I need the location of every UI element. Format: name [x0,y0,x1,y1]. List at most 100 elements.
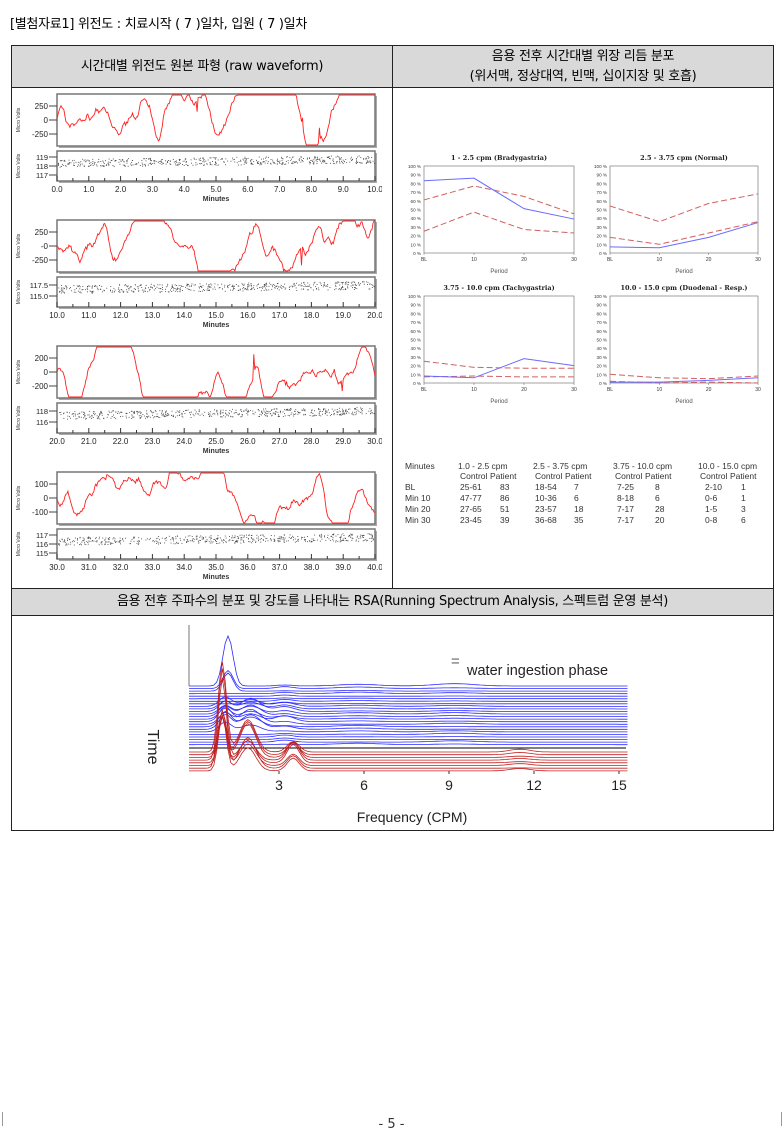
baseline-dot [321,162,323,164]
baseline-dot [231,535,233,537]
baseline-dot [316,288,318,290]
baseline-dot [335,535,337,537]
baseline-dot [106,164,107,166]
baseline-dot [91,287,93,289]
baseline-dot [157,284,159,286]
baseline-dot [260,162,262,164]
baseline-dot [229,539,231,541]
rhythm-line-charts: 1 - 2.5 cpm (Bradygastria)0 %10 %20 %30 … [408,154,761,405]
rsa-pre-trace [189,668,628,761]
baseline-dot [126,162,128,164]
baseline-dot [206,540,208,542]
baseline-dot [312,163,314,164]
baseline-dot [347,540,349,542]
baseline-dot [237,289,239,291]
baseline-dot [112,410,114,412]
baseline-dot [117,541,119,543]
baseline-dot [373,538,374,540]
signal-plot-box [56,219,376,273]
baseline-dot [190,159,192,161]
baseline-dot [222,158,223,160]
y-tick-label: 0 % [599,381,607,386]
y-tick-label: -250 [32,256,49,265]
baseline-dot [187,539,188,541]
y-tick-label: 100 % [408,164,421,169]
y-tick-label: 0 [44,116,49,125]
x-tick-label: 6.0 [242,185,254,194]
x-axis-label: Frequency (CPM) [357,809,467,825]
baseline-dot [235,540,236,542]
baseline-dot [89,162,90,164]
baseline-dot [356,536,358,538]
baseline-dot [217,412,219,414]
baseline-dot [369,283,371,285]
baseline-dot [322,161,323,163]
baseline-dot [139,284,141,286]
baseline-dot [349,535,351,537]
baseline-dot [88,536,90,538]
baseline-dot [237,540,239,542]
baseline-dot [327,284,329,285]
table-header: 2.5 - 3.75 cpm [533,461,588,471]
baseline-dot [355,540,357,542]
baseline-dot [178,161,180,163]
baseline-dot [82,286,84,287]
baseline-dot [232,540,234,541]
control-range-line [423,211,575,234]
baseline-dot [62,289,64,291]
baseline-dot [176,535,178,537]
baseline-dot [161,410,163,412]
baseline-dot [126,160,128,162]
y-tick-label: 10 % [597,372,607,377]
baseline-dot [193,415,195,417]
baseline-dot [304,410,306,412]
baseline-dot [120,411,121,413]
baseline-dot [185,162,187,163]
baseline-dot [339,159,340,161]
baseline-dot [95,540,97,542]
baseline-dot [161,159,163,160]
baseline-dot [339,411,341,413]
baseline-dot [351,159,353,161]
baseline-dot [158,287,160,289]
baseline-dot [223,161,225,162]
baseline-dot [99,413,101,415]
baseline-dot [281,536,283,538]
baseline-dot [126,161,128,162]
baseline-dot [302,160,303,161]
baseline-dot [193,541,195,543]
baseline-dot [276,283,278,284]
baseline-dot [142,414,144,415]
baseline-dot [59,166,61,168]
baseline-dot [357,535,358,537]
baseline-dot [195,411,197,413]
baseline-dot [145,417,146,419]
baseline-dot [63,159,65,161]
baseline-dot [259,163,261,165]
baseline-dot [319,535,321,537]
baseline-dot [187,285,189,287]
baseline-dot [297,162,298,164]
baseline-dot [268,411,270,413]
baseline-dot [76,287,77,289]
baseline-dot [161,284,163,286]
baseline-dot [92,292,93,294]
baseline-dot [214,163,216,165]
y-tick-label: 80 % [597,311,607,316]
baseline-dot [109,537,111,538]
baseline-dot [209,413,211,415]
baseline-dot [285,161,287,162]
baseline-dot [173,540,174,542]
baseline-dot [179,411,181,413]
baseline-dot [108,410,110,412]
table-cell: 35 [574,515,584,525]
baseline-dot [243,283,245,285]
baseline-dot [68,159,70,161]
baseline-dot [354,411,356,413]
baseline-dot [344,412,345,414]
baseline-dot [155,540,157,542]
baseline-dot [110,160,112,161]
baseline-dot [185,286,186,288]
baseline-dot [189,285,190,287]
